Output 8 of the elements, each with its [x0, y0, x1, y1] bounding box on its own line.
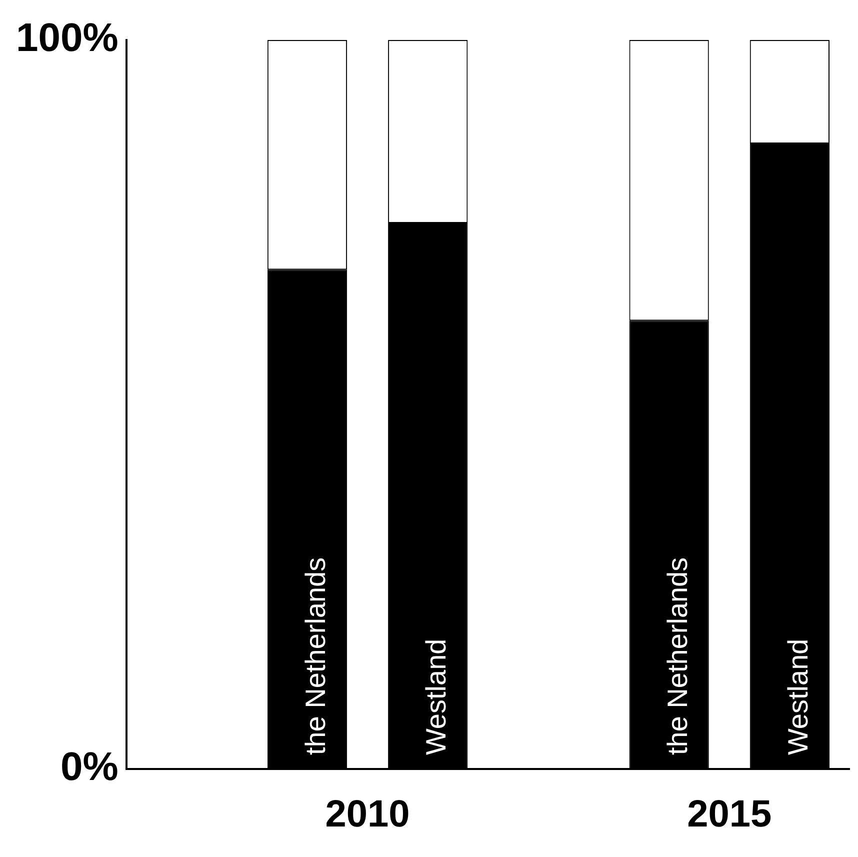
y-tick-label: 0% — [60, 745, 118, 790]
y-tick-label: 100% — [16, 16, 118, 60]
text: 2015 — [687, 793, 772, 836]
x-tick-label: the Netherlands — [300, 557, 331, 755]
x-tick-label: the Netherlands — [662, 557, 693, 755]
x-tick-label: Westland — [782, 638, 814, 755]
x-tick-label: Westland — [420, 638, 452, 755]
text: 2010 — [325, 793, 410, 836]
